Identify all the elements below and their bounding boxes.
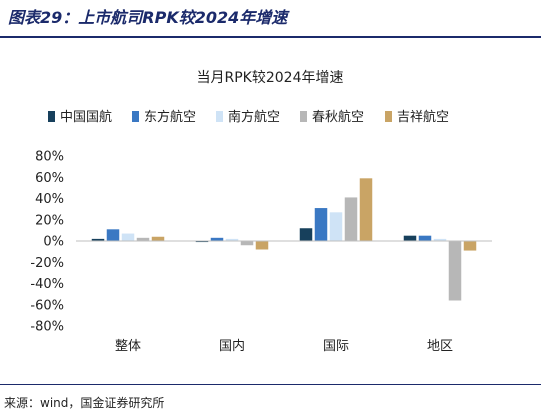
chart-title: 当月RPK较2024年增速 xyxy=(197,70,344,86)
bar xyxy=(314,208,328,241)
bar xyxy=(418,235,432,241)
figure-header: 图表29：上市航司RPK较2024年增速 xyxy=(8,8,288,27)
legend-swatch xyxy=(300,111,307,122)
x-tick-label: 国际 xyxy=(323,339,349,354)
bar xyxy=(136,237,150,241)
y-axis: 80% 60% 40% 20% 0% -20% -40% -60% -80% xyxy=(30,150,64,335)
bar xyxy=(463,241,477,251)
y-tick-label: -60% xyxy=(30,298,64,313)
bar xyxy=(433,238,447,242)
legend-label: 吉祥航空 xyxy=(397,109,449,125)
bar xyxy=(240,241,254,246)
source-note: 来源：wind，国金证券研究所 xyxy=(4,396,165,410)
legend-swatch xyxy=(216,111,223,122)
y-tick-label: 0% xyxy=(43,235,64,250)
bar-chart: 当月RPK较2024年增速 中国国航 东方航空 南方航空 春秋航空 吉祥航空 80% 60… xyxy=(30,70,492,354)
x-tick-label: 整体 xyxy=(115,339,141,354)
bar xyxy=(121,233,135,241)
y-tick-label: -40% xyxy=(30,277,64,292)
legend-label: 中国国航 xyxy=(60,109,112,125)
bar xyxy=(329,212,343,241)
y-tick-label: 40% xyxy=(35,192,64,207)
x-tick-label: 国内 xyxy=(219,338,245,354)
bar xyxy=(255,241,269,250)
y-tick-label: 20% xyxy=(35,213,64,228)
bar xyxy=(151,236,165,241)
legend-label: 南方航空 xyxy=(228,109,280,125)
bar xyxy=(210,237,224,241)
bars xyxy=(91,178,477,301)
bar xyxy=(91,238,105,242)
legend-swatch xyxy=(48,111,55,122)
bar xyxy=(344,197,358,241)
bar xyxy=(448,241,462,301)
bar xyxy=(299,228,313,241)
bar xyxy=(359,178,373,241)
bar xyxy=(106,229,120,241)
x-axis: 整体 国内 国际 地区 xyxy=(76,240,492,354)
legend-label: 春秋航空 xyxy=(312,109,364,125)
x-tick-label: 地区 xyxy=(427,339,453,354)
bar xyxy=(225,238,239,242)
y-tick-label: -80% xyxy=(30,320,64,335)
y-tick-label: 60% xyxy=(35,171,64,186)
bar xyxy=(195,241,209,243)
header-rule xyxy=(0,36,541,38)
legend-swatch xyxy=(132,111,139,122)
legend: 中国国航 东方航空 南方航空 春秋航空 吉祥航空 xyxy=(48,109,449,125)
legend-swatch xyxy=(385,111,392,122)
y-tick-label: -20% xyxy=(30,256,64,271)
legend-label: 东方航空 xyxy=(144,109,196,125)
footer-rule xyxy=(0,384,541,385)
bar xyxy=(403,235,417,241)
y-tick-label: 80% xyxy=(35,150,64,165)
